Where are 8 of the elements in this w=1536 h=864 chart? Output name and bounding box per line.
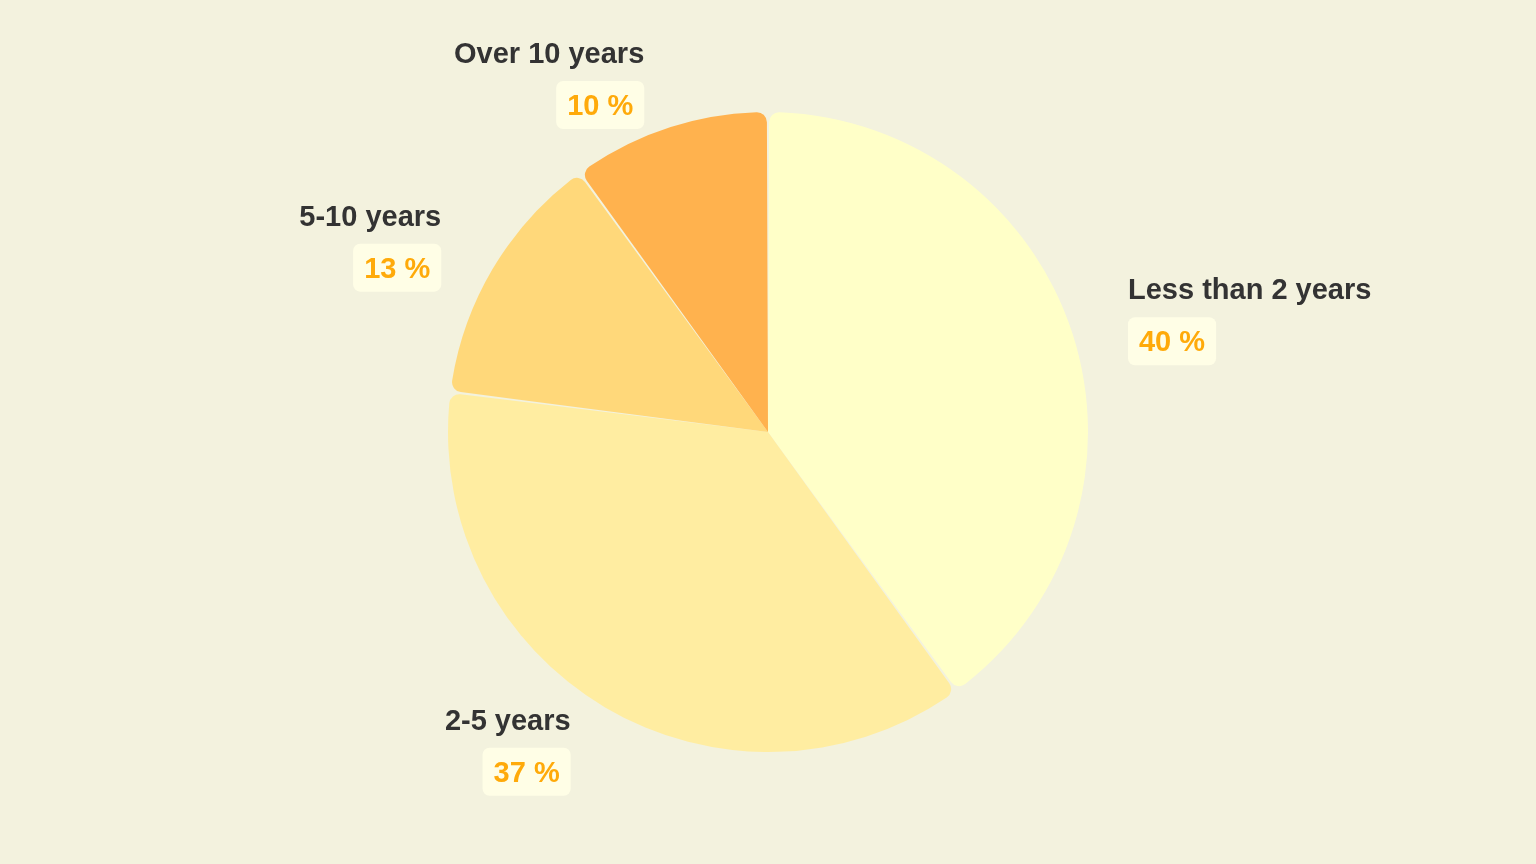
slice-label: Over 10 years	[454, 37, 645, 70]
data-label: 40 %	[1138, 325, 1206, 358]
slice-label: Less than 2 years	[1127, 273, 1372, 306]
data-label: 37 %	[493, 755, 560, 788]
slice-label: 2-5 years	[444, 703, 571, 736]
data-label: 10 %	[567, 89, 634, 122]
data-label: 13 %	[364, 251, 431, 284]
slice-label: 5-10 years	[299, 199, 442, 232]
